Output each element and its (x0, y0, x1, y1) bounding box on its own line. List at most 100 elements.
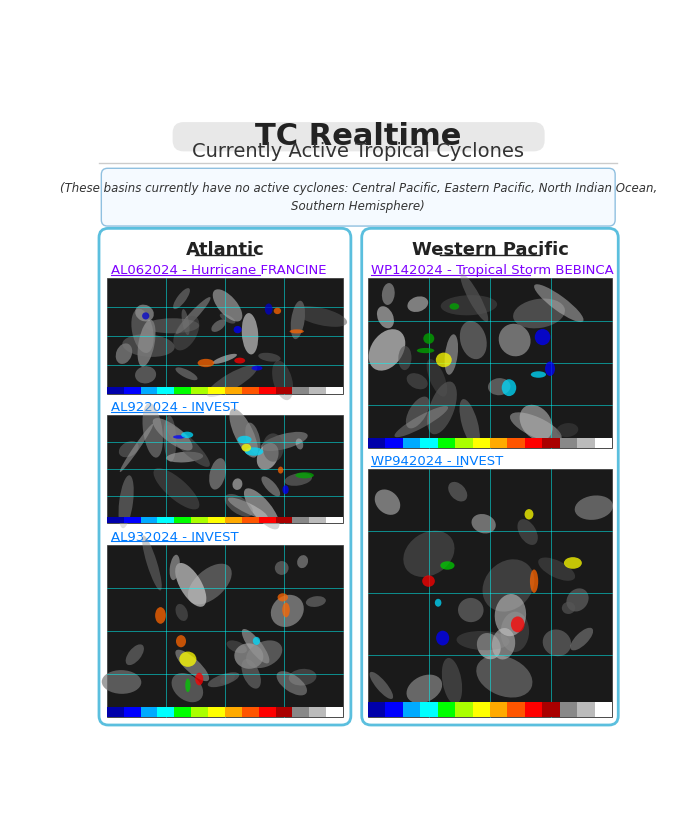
Text: WP142024 - Tropical Storm BEBINCA: WP142024 - Tropical Storm BEBINCA (371, 264, 614, 277)
Ellipse shape (242, 313, 258, 355)
Ellipse shape (233, 478, 243, 490)
Ellipse shape (289, 669, 317, 686)
FancyBboxPatch shape (173, 122, 545, 151)
Ellipse shape (142, 535, 161, 591)
Bar (174, 516, 191, 523)
Bar (560, 702, 577, 717)
Text: WP942024 - INVEST: WP942024 - INVEST (371, 455, 503, 468)
Ellipse shape (272, 361, 293, 400)
Ellipse shape (435, 599, 441, 606)
Bar (208, 516, 225, 523)
Bar (107, 278, 343, 394)
Bar (368, 702, 385, 717)
Bar (292, 707, 310, 717)
Ellipse shape (382, 283, 395, 305)
Ellipse shape (472, 514, 496, 534)
Ellipse shape (252, 365, 263, 370)
Ellipse shape (176, 297, 210, 334)
Bar (208, 387, 225, 394)
Ellipse shape (459, 399, 480, 447)
Ellipse shape (246, 640, 282, 668)
Ellipse shape (175, 367, 198, 380)
Ellipse shape (427, 381, 457, 434)
Bar (259, 516, 275, 523)
Ellipse shape (245, 422, 261, 454)
Ellipse shape (135, 366, 156, 384)
Ellipse shape (185, 678, 190, 692)
Bar (595, 702, 612, 717)
Bar (368, 437, 385, 448)
Bar (191, 707, 208, 717)
Ellipse shape (198, 359, 214, 367)
Ellipse shape (498, 323, 531, 356)
Ellipse shape (510, 412, 562, 441)
Ellipse shape (181, 431, 193, 438)
Bar (225, 707, 242, 717)
Ellipse shape (448, 482, 467, 502)
Ellipse shape (258, 353, 280, 361)
Ellipse shape (142, 313, 150, 319)
Bar (242, 387, 259, 394)
Ellipse shape (488, 378, 510, 395)
Ellipse shape (289, 329, 304, 333)
Bar (438, 702, 455, 717)
Bar (455, 437, 473, 448)
Ellipse shape (408, 296, 428, 312)
Bar (385, 702, 403, 717)
Ellipse shape (275, 561, 289, 575)
Ellipse shape (482, 559, 534, 611)
Ellipse shape (562, 601, 575, 614)
Ellipse shape (377, 306, 394, 328)
Bar (292, 516, 310, 523)
Bar (310, 387, 326, 394)
Bar (124, 516, 140, 523)
Ellipse shape (407, 675, 442, 703)
Bar (490, 437, 507, 448)
Ellipse shape (278, 593, 288, 601)
Bar (507, 437, 525, 448)
Ellipse shape (233, 326, 242, 333)
Ellipse shape (517, 519, 538, 545)
Bar (225, 516, 242, 523)
Ellipse shape (370, 672, 393, 699)
Bar (542, 437, 560, 448)
Ellipse shape (440, 561, 454, 570)
Ellipse shape (476, 655, 533, 697)
Ellipse shape (175, 650, 209, 681)
Bar (403, 437, 420, 448)
Ellipse shape (513, 299, 565, 328)
Ellipse shape (242, 629, 269, 663)
Ellipse shape (261, 431, 308, 451)
Bar (560, 437, 577, 448)
Ellipse shape (442, 658, 462, 705)
Ellipse shape (120, 424, 153, 472)
Bar (208, 707, 225, 717)
Text: Atlantic: Atlantic (185, 241, 264, 259)
Bar (326, 707, 343, 717)
Bar (140, 387, 157, 394)
Ellipse shape (449, 303, 459, 309)
Ellipse shape (143, 403, 163, 458)
Bar (124, 707, 140, 717)
Text: AL932024 - INVEST: AL932024 - INVEST (111, 530, 239, 544)
Bar (403, 702, 420, 717)
Ellipse shape (511, 616, 524, 632)
Ellipse shape (566, 588, 589, 611)
Bar (124, 387, 140, 394)
Ellipse shape (175, 604, 188, 621)
Bar (292, 387, 310, 394)
Bar (525, 437, 542, 448)
Bar (174, 707, 191, 717)
Ellipse shape (531, 371, 546, 378)
Ellipse shape (394, 406, 448, 437)
Ellipse shape (241, 444, 251, 451)
Ellipse shape (138, 319, 156, 367)
Bar (542, 702, 560, 717)
Ellipse shape (426, 359, 447, 397)
Text: Western Pacific: Western Pacific (412, 241, 568, 259)
Bar (310, 516, 326, 523)
Bar (242, 516, 259, 523)
Bar (595, 437, 612, 448)
Ellipse shape (398, 346, 412, 370)
Ellipse shape (173, 316, 199, 351)
